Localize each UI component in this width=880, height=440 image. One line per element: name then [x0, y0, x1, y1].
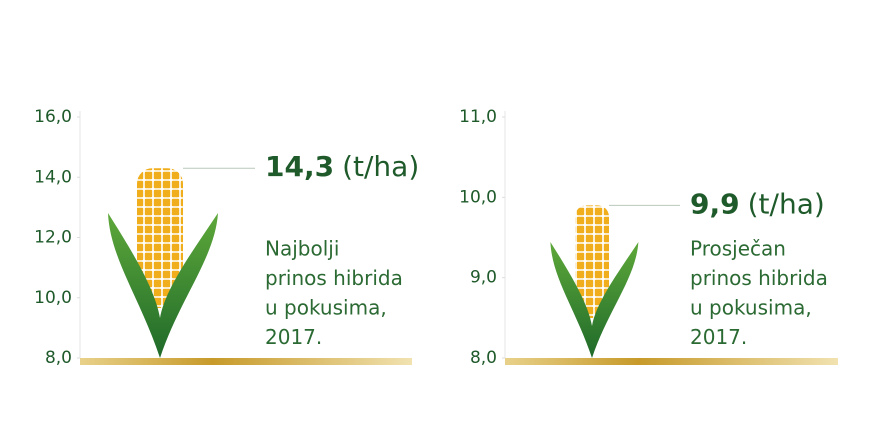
y-tick-label: 10,0	[459, 187, 497, 207]
y-tick-label: 8,0	[45, 348, 72, 368]
caption-line: u pokusima,	[265, 296, 387, 320]
caption-line: Najbolji	[265, 237, 339, 261]
value-number: 14,3	[265, 150, 334, 183]
value-unit: (t/ha)	[342, 150, 419, 183]
y-tick-label: 10,0	[34, 288, 72, 308]
ground	[505, 358, 838, 365]
caption-line: prinos hibrida	[265, 266, 403, 290]
y-tick-label: 11,0	[459, 107, 497, 127]
corn-cob	[575, 205, 609, 318]
caption-line: 2017.	[265, 325, 322, 349]
corn-leaf	[160, 213, 218, 358]
caption-line: 2017.	[690, 325, 747, 349]
caption-line: u pokusima,	[690, 296, 812, 320]
caption-line: prinos hibrida	[690, 266, 828, 290]
value-unit: (t/ha)	[748, 187, 825, 220]
ground	[80, 358, 412, 365]
y-tick-label: 9,0	[470, 268, 497, 288]
caption-line: Prosječan	[690, 237, 786, 261]
corn-leaf	[592, 242, 639, 358]
corn-leaf	[108, 213, 160, 358]
corn-cob	[137, 168, 183, 308]
value-label: 14,3 (t/ha)	[265, 150, 419, 183]
value-label: 9,9 (t/ha)	[690, 187, 825, 220]
value-number: 9,9	[690, 187, 740, 220]
y-tick-label: 16,0	[34, 107, 72, 127]
y-tick-label: 14,0	[34, 167, 72, 187]
corn-leaf	[550, 242, 592, 358]
y-tick-label: 8,0	[470, 348, 497, 368]
y-tick-label: 12,0	[34, 228, 72, 248]
